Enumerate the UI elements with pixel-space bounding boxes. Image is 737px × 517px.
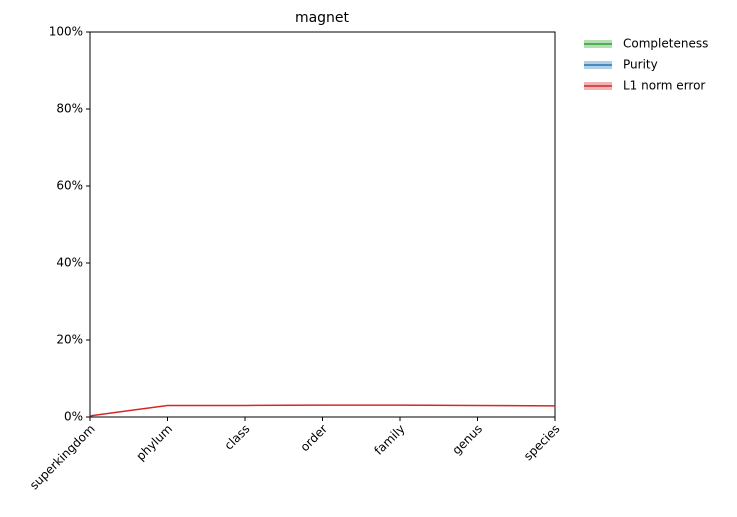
x-tick-label: class — [222, 422, 253, 453]
x-tick-label: phylum — [133, 422, 175, 464]
x-tick-label: genus — [449, 422, 485, 458]
chart-title: magnet — [295, 10, 350, 26]
y-tick-label: 80% — [56, 102, 83, 116]
x-tick-label: family — [372, 422, 408, 458]
x-tick-label: superkingdom — [27, 422, 98, 493]
y-tick-label: 20% — [56, 333, 83, 347]
y-tick-label: 40% — [56, 256, 83, 270]
y-tick-label: 100% — [49, 25, 83, 39]
legend-label: Completeness — [623, 37, 708, 51]
legend-label: L1 norm error — [623, 79, 705, 93]
y-tick-label: 0% — [64, 410, 83, 424]
x-tick-label: order — [298, 422, 331, 455]
legend-label: Purity — [623, 58, 658, 72]
y-tick-label: 60% — [56, 179, 83, 193]
plot-frame — [89, 31, 556, 418]
x-tick-label: species — [521, 422, 563, 464]
line-series — [89, 404, 556, 417]
